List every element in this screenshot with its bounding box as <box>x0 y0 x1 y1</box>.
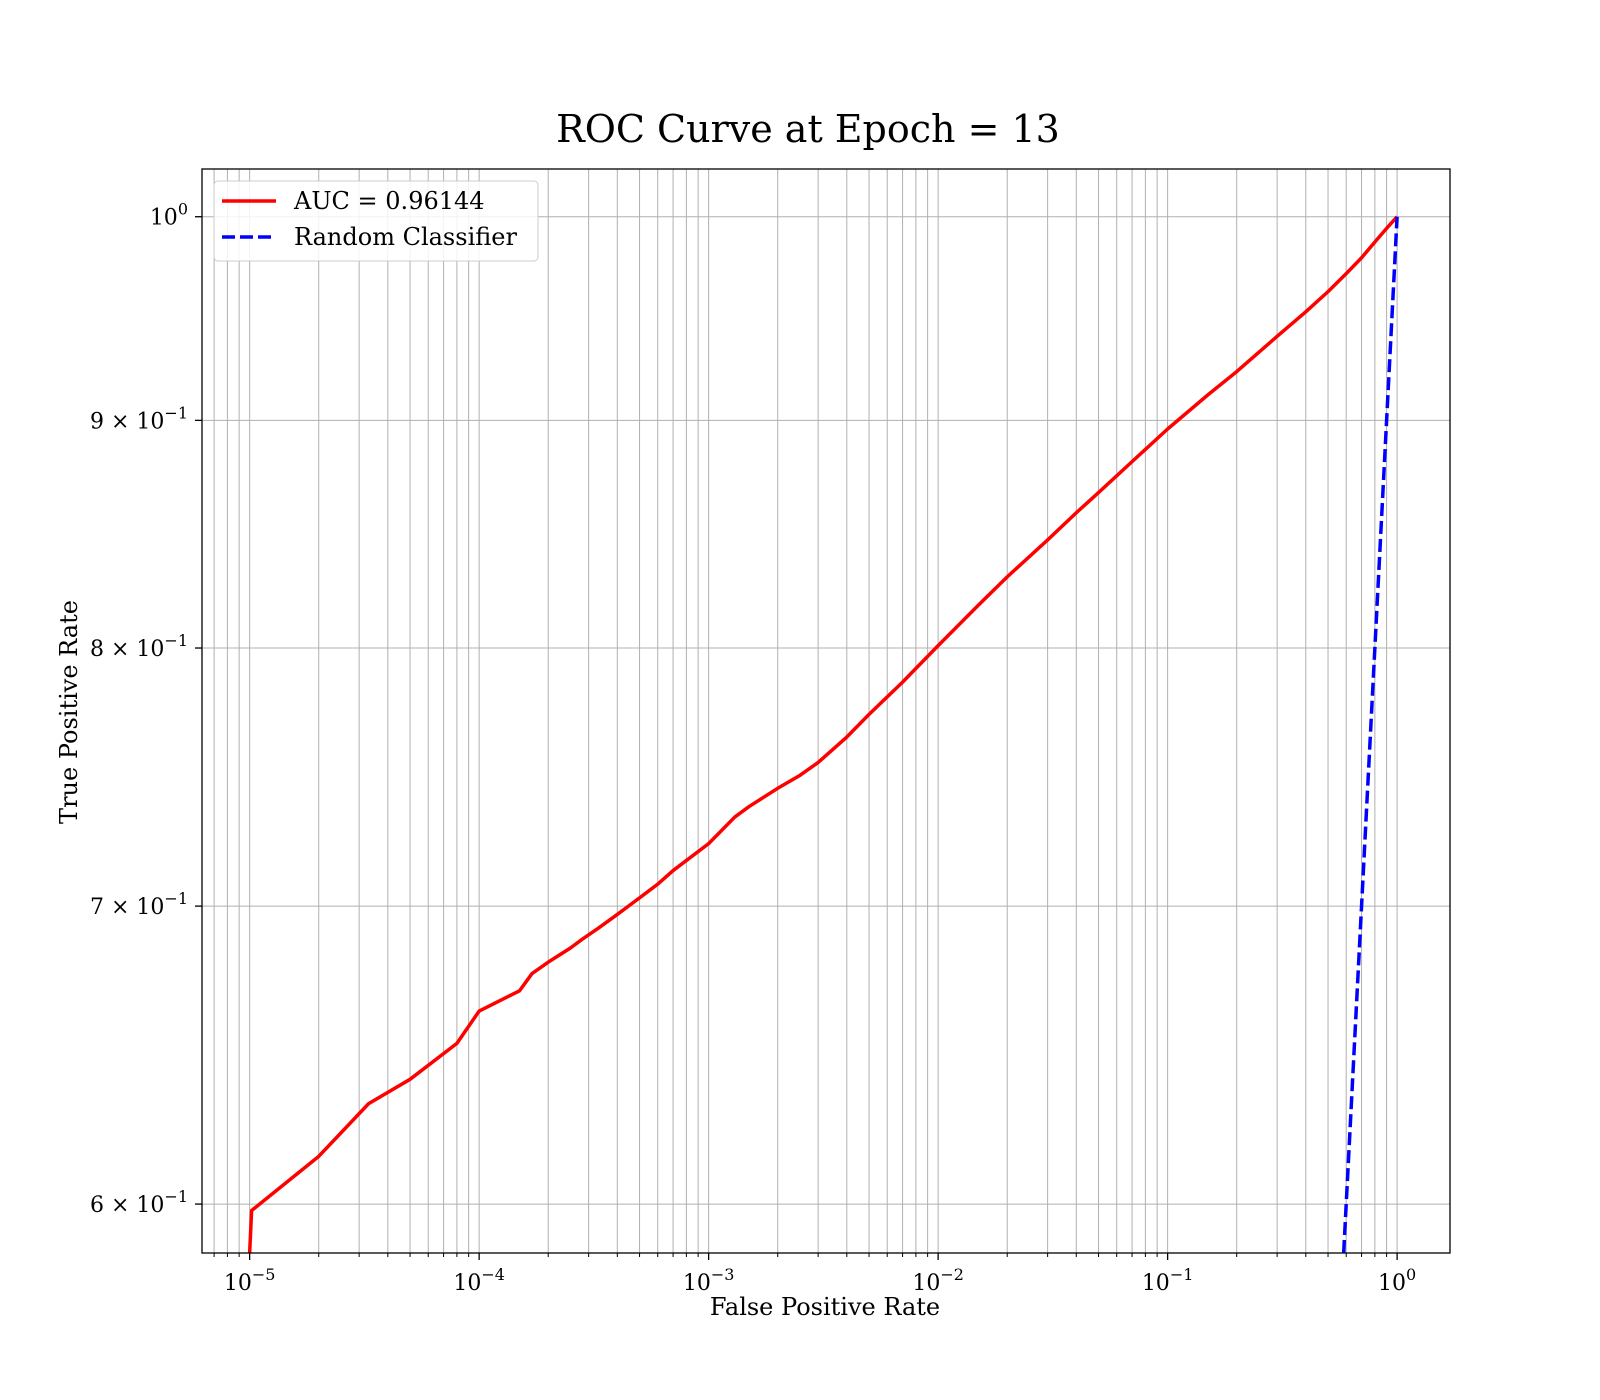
chart-title: ROC Curve at Epoch = 13 <box>556 107 1060 151</box>
y-axis-label: True Positive Rate <box>55 600 83 824</box>
y-tick-label: 7 × 10−1 <box>90 889 188 920</box>
random-classifier-line <box>1341 216 1399 1253</box>
y-tick-label: 8 × 10−1 <box>90 631 188 662</box>
y-axis-ticks: 100 9 × 10−1 8 × 10−1 7 × 10−1 6 × 10−1 <box>90 200 202 1218</box>
x-axis-ticks: 10−5 10−4 10−3 10−2 10−1 100 <box>213 1253 1416 1296</box>
x-tick-label: 10−1 <box>1142 1265 1194 1296</box>
x-tick-label: 10−4 <box>453 1265 505 1296</box>
x-tick-label: 10−3 <box>683 1265 735 1296</box>
y-tick-label: 9 × 10−1 <box>90 403 188 434</box>
y-tick-label: 100 <box>150 200 188 231</box>
x-tick-label: 100 <box>1378 1265 1416 1296</box>
legend-label-random: Random Classifier <box>294 223 517 251</box>
legend: AUC = 0.96144 Random Classifier <box>213 180 539 262</box>
plot-frame <box>201 168 1451 1254</box>
series-layer <box>247 215 1399 1253</box>
x-axis-label: False Positive Rate <box>710 1293 940 1321</box>
roc-curve-line <box>247 215 1399 1253</box>
legend-box <box>213 180 539 262</box>
x-tick-label: 10−2 <box>912 1265 964 1296</box>
y-tick-label: 6 × 10−1 <box>90 1187 188 1218</box>
grid-lines <box>202 169 1450 1253</box>
x-tick-label: 10−5 <box>224 1265 276 1296</box>
legend-label-auc: AUC = 0.96144 <box>293 187 485 215</box>
